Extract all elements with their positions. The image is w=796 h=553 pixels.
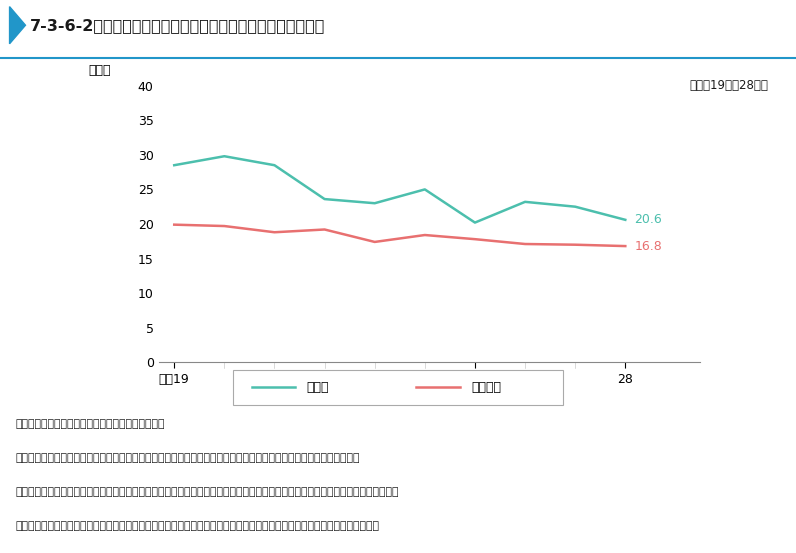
Text: （平成19年～28年）: （平成19年～28年） xyxy=(689,79,768,92)
Text: （％）: （％） xyxy=(89,64,111,77)
Text: 非高齢者: 非高齢者 xyxy=(471,380,501,394)
Text: 注　１　法務省大臣官房司法法制部の資料による。: 注 １ 法務省大臣官房司法法制部の資料による。 xyxy=(16,419,166,429)
Text: 20.6: 20.6 xyxy=(634,213,662,226)
Text: 高齢者: 高齢者 xyxy=(306,380,329,394)
Text: 7-3-6-2図　出所受刑者の２年以内再入率の推移（年齢層別）: 7-3-6-2図 出所受刑者の２年以内再入率の推移（年齢層別） xyxy=(30,18,326,33)
Text: ４　前刑出所時の年齢による。再入者の前刑出所時年齢は，再入所時の年齢及び前刑出所年から算出した推計値である。: ４ 前刑出所時の年齢による。再入者の前刑出所時年齢は，再入所時の年齢及び前刑出所… xyxy=(16,520,380,530)
Polygon shape xyxy=(10,7,25,44)
FancyBboxPatch shape xyxy=(233,369,563,405)
Text: ２　前刑出所後の犯罪により再入所した者で，かつ，前刑出所事由が満期釈放等又は仮釈放の者を計上している。: ２ 前刑出所後の犯罪により再入所した者で，かつ，前刑出所事由が満期釈放等又は仮釈… xyxy=(16,453,361,463)
Text: ３　「２年以内再入率」は，各年の出所受刑者の人員に占める，出所年の翌年の年末までに再入所した者の人員の比率をいう。: ３ 「２年以内再入率」は，各年の出所受刑者の人員に占める，出所年の翌年の年末まで… xyxy=(16,487,400,497)
Text: 16.8: 16.8 xyxy=(634,239,662,253)
